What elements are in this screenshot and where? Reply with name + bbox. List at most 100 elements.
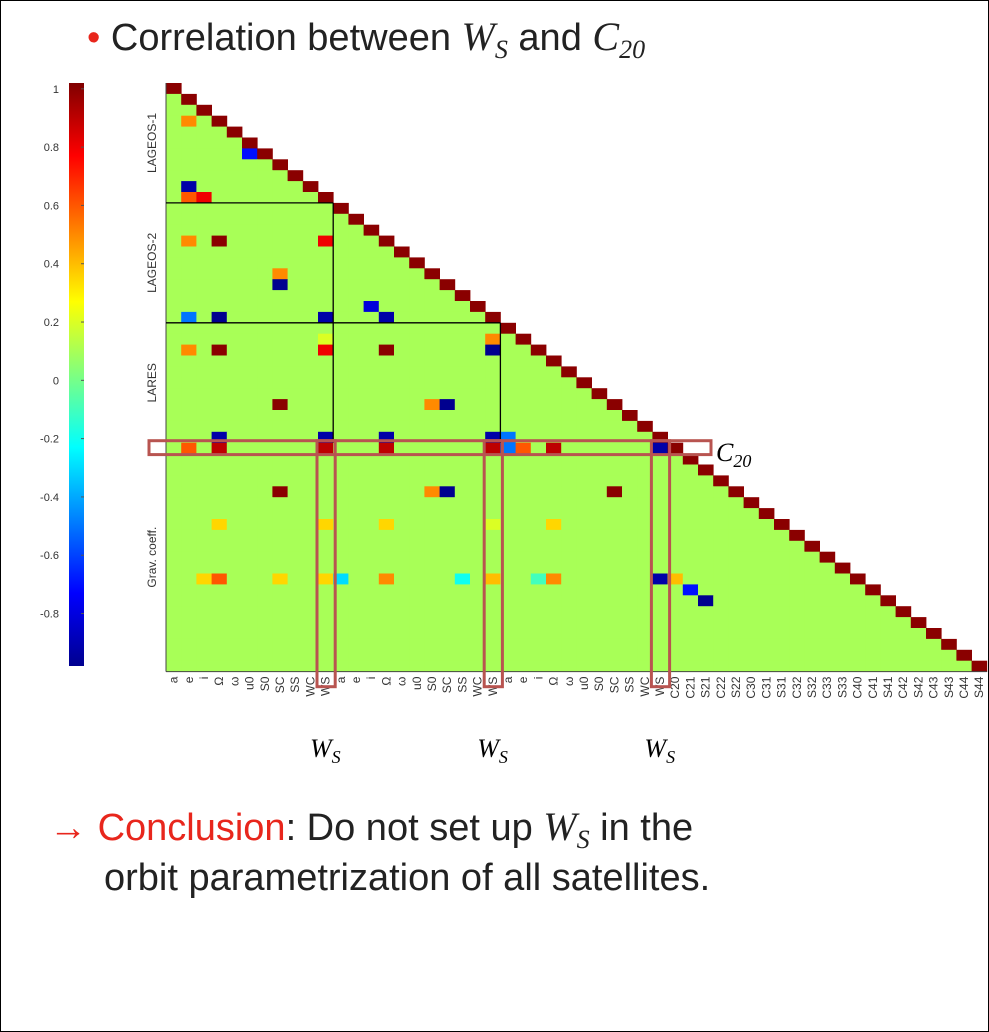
heatmap-cell [622, 649, 638, 662]
heatmap-cell [257, 148, 273, 160]
heatmap-cell [211, 475, 228, 487]
heatmap-cell [910, 638, 927, 651]
heatmap-cell [287, 431, 304, 444]
heatmap-cell [378, 486, 395, 498]
heatmap-cell [166, 333, 182, 345]
heatmap-cell [302, 431, 319, 444]
heatmap-cell [302, 377, 319, 389]
heatmap-cell [652, 660, 668, 672]
heatmap-cell [454, 551, 471, 563]
heatmap-cell [637, 486, 653, 498]
heatmap-cell [652, 584, 668, 596]
heatmap-cell [242, 235, 258, 247]
heatmap-cell [500, 606, 516, 618]
heatmap-cell [394, 279, 410, 291]
heatmap-cell [667, 442, 684, 454]
heatmap-cell [743, 529, 760, 542]
heatmap-cell [561, 628, 577, 640]
heatmap-cell [667, 660, 684, 672]
heatmap-cell [211, 464, 228, 476]
heatmap-cell [515, 584, 532, 596]
heatmap-cell [576, 420, 592, 433]
heatmap-cell [880, 660, 896, 672]
heatmap-cell [485, 606, 501, 618]
heatmap-cell [211, 388, 228, 400]
heatmap-cell [880, 649, 896, 662]
heatmap-cell [652, 453, 668, 465]
heatmap-cell [895, 617, 912, 629]
heatmap-cell [394, 420, 410, 433]
heatmap-cell [333, 213, 349, 226]
heatmap-cell [257, 508, 273, 520]
heatmap-cell [515, 431, 532, 444]
heatmap-cell [439, 366, 456, 378]
heatmap-cell [394, 355, 410, 367]
heatmap-cell [196, 355, 212, 367]
x-tick-label: i [197, 677, 211, 680]
heatmap-cell [819, 573, 836, 585]
heatmap-cell [181, 431, 197, 444]
heatmap-cell [287, 595, 304, 607]
heatmap-cell [500, 431, 516, 444]
heatmap-cell [622, 464, 638, 476]
heatmap-cell [515, 649, 532, 662]
heatmap-cell [743, 497, 760, 509]
heatmap-cell [318, 322, 334, 335]
heatmap-cell [485, 311, 501, 324]
heatmap-cell [591, 464, 608, 476]
heatmap-cell [500, 475, 516, 487]
heatmap-cell [378, 551, 395, 563]
colorbar-tick-label: -0.2 [40, 434, 59, 446]
heatmap-cell [378, 453, 395, 465]
heatmap-cell [394, 562, 410, 574]
heatmap-cell [865, 606, 881, 618]
heatmap-cell [561, 410, 577, 422]
heatmap-cell [713, 649, 729, 662]
heatmap-cell [561, 660, 577, 672]
heatmap-cell [622, 562, 638, 574]
heatmap-cell [622, 529, 638, 542]
heatmap-cell [637, 519, 653, 531]
heatmap-cell [272, 628, 288, 640]
heatmap-cell [652, 573, 668, 585]
heatmap-cell [302, 301, 319, 313]
heatmap-cell [500, 410, 516, 422]
heatmap-cell [439, 617, 456, 629]
heatmap-cell [378, 268, 395, 280]
heatmap-cell [318, 551, 334, 563]
heatmap-cell [606, 573, 623, 585]
heatmap-cell [257, 497, 273, 509]
heatmap-cell [196, 213, 212, 226]
heatmap-cell [606, 551, 623, 563]
heatmap-cell [470, 377, 486, 389]
heatmap-cell [682, 540, 699, 553]
heatmap-cell [378, 628, 395, 640]
heatmap-cell [515, 420, 532, 433]
heatmap-cell [211, 257, 228, 269]
heatmap-cell [242, 355, 258, 367]
heatmap-cell [226, 202, 243, 215]
heatmap-cell [682, 464, 699, 476]
heatmap-cell [348, 628, 364, 640]
heatmap-cell [834, 562, 851, 574]
heatmap-cell [576, 497, 592, 509]
heatmap-cell [546, 649, 562, 662]
heatmap-cell [470, 573, 486, 585]
heatmap-cell [546, 486, 562, 498]
heatmap-cell [196, 486, 212, 498]
heatmap-cell [409, 420, 425, 433]
heatmap-cell [242, 344, 258, 356]
heatmap-cell [348, 508, 364, 520]
heatmap-cell [287, 333, 304, 345]
heatmap-cell [302, 649, 319, 662]
heatmap-cell [196, 235, 212, 247]
heatmap-cell [181, 628, 197, 640]
heatmap-cell [743, 551, 760, 563]
heatmap-cell [409, 268, 425, 280]
heatmap-cell [606, 475, 623, 487]
heatmap-cell [378, 301, 395, 313]
heatmap-cell [318, 486, 334, 498]
heatmap-cell [546, 508, 562, 520]
heatmap-cell [226, 410, 243, 422]
heatmap-cell [728, 617, 744, 629]
